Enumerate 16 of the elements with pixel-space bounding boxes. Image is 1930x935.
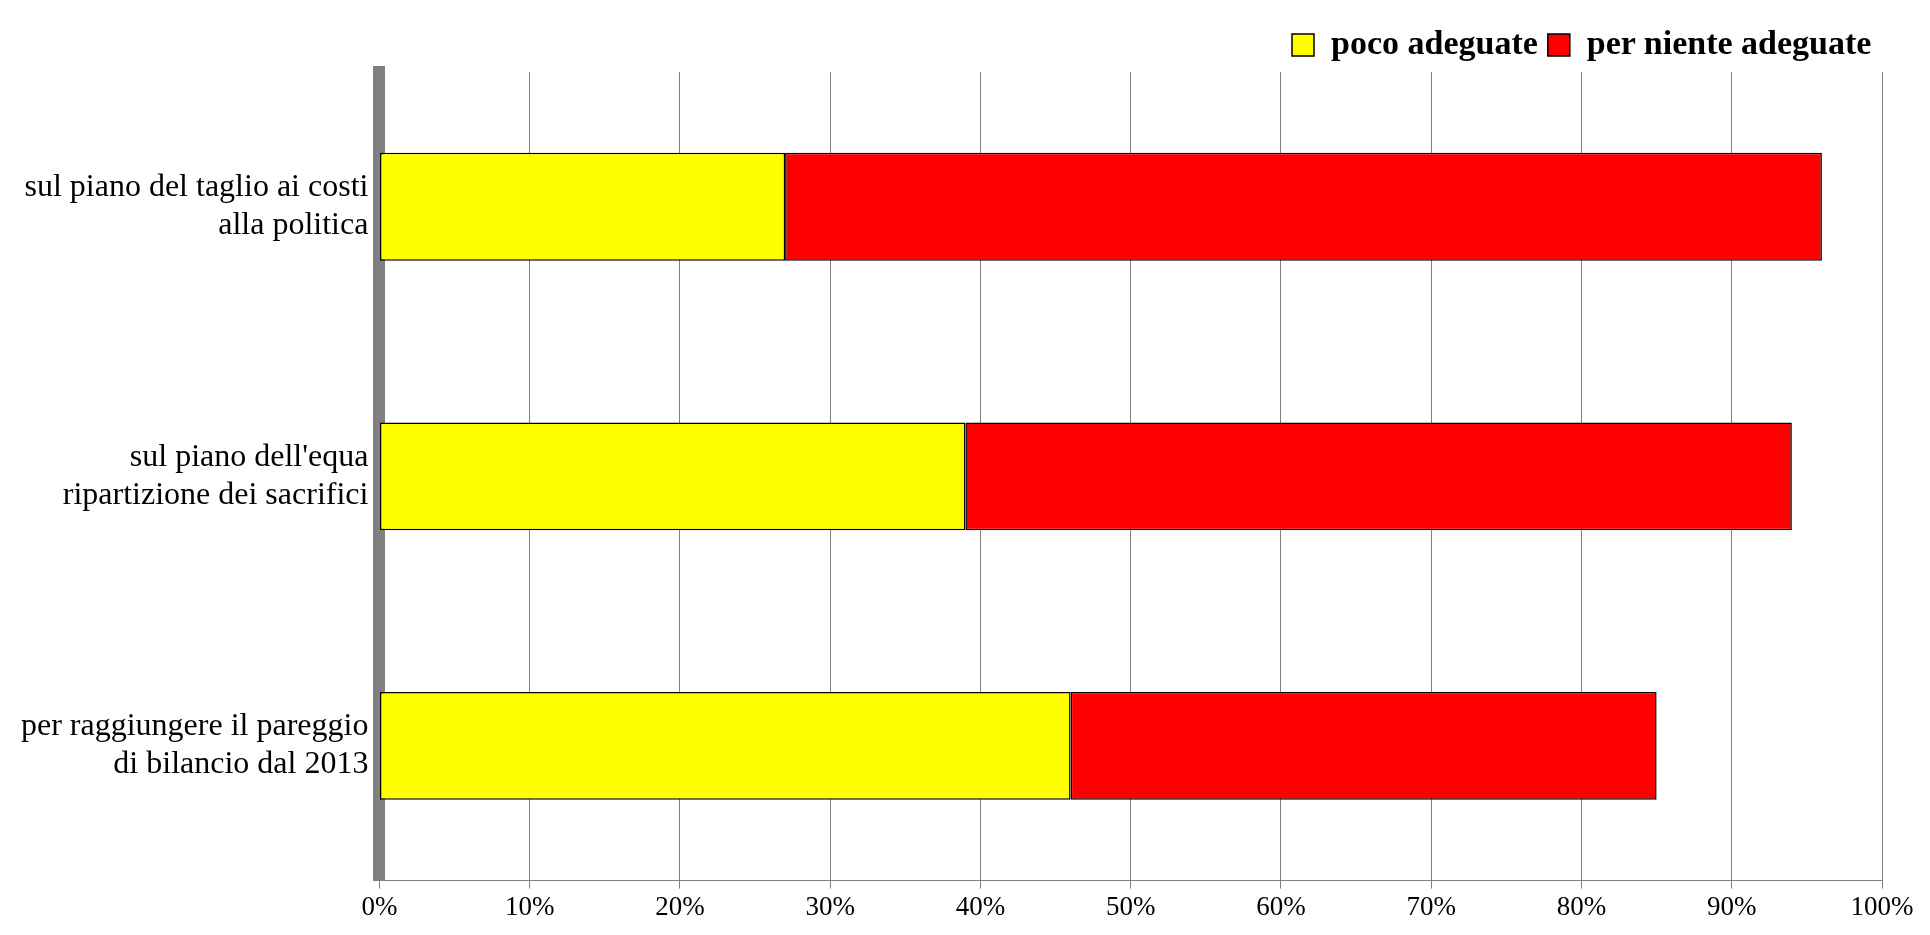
y-tick-label: sul piano dell'equa ripartizione dei sacrifici [62, 436, 369, 511]
x-tick-label: 60% [1256, 890, 1306, 921]
x-tick-label: 20% [655, 890, 705, 921]
legend-label: poco adeguate [1331, 23, 1538, 61]
x-tick-label: 10% [504, 890, 555, 921]
legend-label: per niente adeguate [1586, 23, 1872, 61]
x-tick-label: 80% [1556, 890, 1607, 921]
x-tick-label: 90% [1706, 890, 1757, 921]
x-tick-label: 50% [1105, 890, 1156, 921]
x-tick-label: 30% [805, 890, 855, 921]
x-tick-label: 70% [1406, 890, 1456, 921]
y-tick-label: per raggiungere il pareggio di bilancio dal 2013 [21, 706, 369, 781]
x-tick-label: 100% [1850, 890, 1914, 921]
x-tick-label: 40% [955, 890, 1006, 921]
y-tick-label: sul piano del taglio ai costi alla politica [24, 166, 369, 242]
x-tick-label: 0% [361, 890, 398, 921]
